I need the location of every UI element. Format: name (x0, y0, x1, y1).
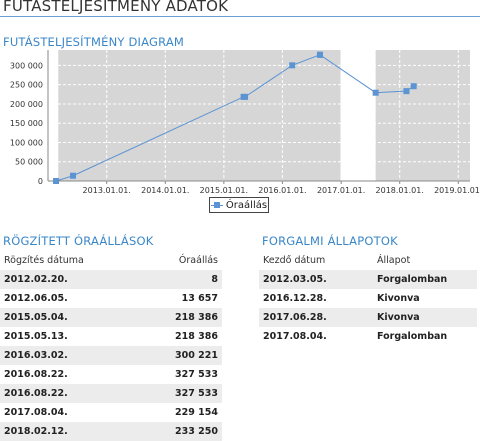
status-table: Kezdő dátum Állapot 2012.03.05. Forgalomb… (259, 251, 477, 346)
table-cell: 2015.05.13. (4, 331, 68, 342)
table-cell: 2012.06.05. (4, 293, 68, 304)
table-cell: Kivonva (377, 293, 420, 304)
table-cell: 2016.03.02. (0, 346, 141, 365)
table-cell: 218 386 (175, 331, 218, 342)
data-point (289, 62, 296, 69)
y-tick-label: 0 (38, 177, 43, 186)
table-row: 2016.08.22. 327 533 (0, 365, 222, 384)
readings-table: Rögzítés dátuma Óraállás 2012.02.20. 8 201… (0, 251, 222, 441)
y-tick-label: 100 000 (10, 138, 43, 147)
table-cell: Kivonva (373, 308, 477, 327)
table-cell: 2012.03.05. (259, 270, 373, 289)
table-cell: 2017.08.04. (263, 331, 327, 342)
table-row: 2017.06.28. Kivonva (259, 308, 477, 327)
y-tick-label: 50 000 (15, 158, 43, 167)
status-title: FORGALMI ÁLLAPOTOK (262, 234, 398, 248)
x-tick-label: 2018.01.01. (376, 186, 424, 194)
title-divider (0, 16, 480, 17)
page-title: FUTÁSTELJESÍTMÉNY ADATOK (3, 0, 229, 15)
diagram-title: FUTÁSTELJESÍTMÉNY DIAGRAM (3, 35, 185, 49)
shaded-period (375, 50, 470, 181)
x-tick-label: 2017.01.01. (317, 186, 365, 194)
table-cell: 2017.08.04. (4, 407, 68, 418)
table-cell: 2016.08.22. (4, 369, 68, 380)
table-cell: 2012.02.20. (0, 270, 141, 289)
data-point (70, 172, 77, 179)
legend-label: Óraállás (225, 199, 268, 211)
column-header-date: Rögzítés dátuma (4, 255, 84, 266)
x-tick-label: 2013.01.01. (83, 186, 131, 194)
data-point (242, 93, 249, 100)
data-point (316, 51, 323, 58)
table-cell: 2016.08.22. (0, 384, 141, 403)
table-cell: 2018.02.12. (0, 422, 141, 441)
table-row: 2016.03.02. 300 221 (0, 346, 222, 365)
y-tick-label: 200 000 (10, 100, 43, 109)
table-cell: 8 (140, 270, 222, 289)
table-cell: 2016.12.28. (263, 293, 327, 304)
y-tick-label: 300 000 (10, 61, 43, 70)
data-point (403, 88, 410, 95)
data-point (372, 89, 379, 96)
table-row: 2012.02.20. 8 (0, 270, 222, 289)
table-row: 2017.08.04. 229 154 (0, 403, 222, 422)
x-tick-label: 2016.01.01. (258, 186, 306, 194)
chart-legend[interactable]: Óraállás (209, 197, 269, 213)
table-row: 2012.06.05. 13 657 (0, 289, 222, 308)
legend-swatch-icon (210, 201, 223, 209)
table-cell: Forgalomban (377, 331, 448, 342)
table-cell: 218 386 (140, 308, 222, 327)
table-row: 2016.08.22. 327 533 (0, 384, 222, 403)
table-cell: Forgalomban (373, 270, 477, 289)
table-row: 2017.08.04. Forgalomban (259, 327, 477, 346)
table-row: 2016.12.28. Kivonva (259, 289, 477, 308)
column-header-reading: Óraállás (178, 255, 218, 266)
readings-title: RÖGZÍTETT ÓRAÁLLÁSOK (3, 234, 154, 248)
table-cell: 2015.05.04. (0, 308, 141, 327)
shaded-period (58, 50, 341, 181)
table-row: 2015.05.04. 218 386 (0, 308, 222, 327)
table-cell: 229 154 (175, 407, 218, 418)
table-cell: 2017.06.28. (259, 308, 373, 327)
data-point (410, 83, 417, 90)
table-cell: 13 657 (181, 293, 218, 304)
table-row: 2018.02.12. 233 250 (0, 422, 222, 441)
x-tick-label: 2015.01.01. (200, 186, 248, 194)
table-cell: 327 533 (140, 384, 222, 403)
table-cell: 233 250 (140, 422, 222, 441)
y-tick-label: 150 000 (10, 119, 43, 128)
table-cell: 300 221 (140, 346, 222, 365)
y-tick-label: 250 000 (10, 81, 43, 90)
x-tick-label: 2019.01.01. (434, 186, 480, 194)
column-header-start-date: Kezdő dátum (263, 255, 326, 266)
table-row: 2012.03.05. Forgalomban (259, 270, 477, 289)
table-cell: 327 533 (175, 369, 218, 380)
mileage-chart: 0 50 000 100 000 150 000 200 000 250 000 300 0… (10, 50, 480, 194)
table-row: 2015.05.13. 218 386 (0, 327, 222, 346)
column-header-status: Állapot (377, 255, 411, 266)
x-tick-label: 2014.01.01. (141, 186, 189, 194)
data-point (53, 177, 60, 184)
